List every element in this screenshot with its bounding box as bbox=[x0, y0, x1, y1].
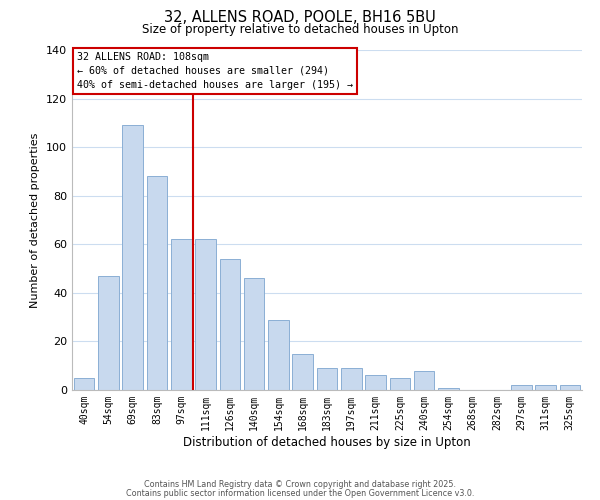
Text: 32 ALLENS ROAD: 108sqm
← 60% of detached houses are smaller (294)
40% of semi-de: 32 ALLENS ROAD: 108sqm ← 60% of detached… bbox=[77, 52, 353, 90]
Bar bbox=[220, 259, 240, 390]
Bar bbox=[341, 368, 362, 390]
Bar bbox=[414, 370, 434, 390]
Text: 32, ALLENS ROAD, POOLE, BH16 5BU: 32, ALLENS ROAD, POOLE, BH16 5BU bbox=[164, 10, 436, 25]
Bar bbox=[146, 176, 167, 390]
Bar bbox=[268, 320, 289, 390]
Text: Contains public sector information licensed under the Open Government Licence v3: Contains public sector information licen… bbox=[126, 488, 474, 498]
Text: Contains HM Land Registry data © Crown copyright and database right 2025.: Contains HM Land Registry data © Crown c… bbox=[144, 480, 456, 489]
Bar bbox=[244, 278, 265, 390]
Bar bbox=[438, 388, 459, 390]
X-axis label: Distribution of detached houses by size in Upton: Distribution of detached houses by size … bbox=[183, 436, 471, 448]
Bar bbox=[171, 240, 191, 390]
Bar bbox=[317, 368, 337, 390]
Bar bbox=[122, 126, 143, 390]
Bar bbox=[535, 385, 556, 390]
Text: Size of property relative to detached houses in Upton: Size of property relative to detached ho… bbox=[142, 22, 458, 36]
Bar bbox=[195, 240, 216, 390]
Bar bbox=[560, 385, 580, 390]
Bar bbox=[389, 378, 410, 390]
Bar bbox=[74, 378, 94, 390]
Bar bbox=[365, 376, 386, 390]
Bar bbox=[511, 385, 532, 390]
Bar bbox=[98, 276, 119, 390]
Bar bbox=[292, 354, 313, 390]
Y-axis label: Number of detached properties: Number of detached properties bbox=[31, 132, 40, 308]
